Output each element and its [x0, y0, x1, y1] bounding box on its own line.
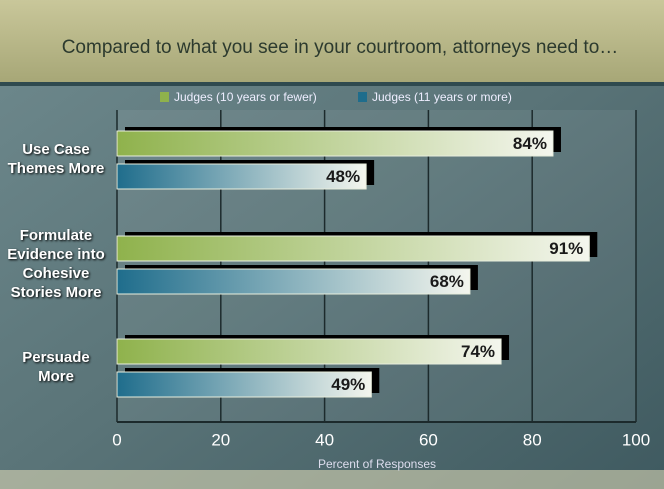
legend-swatch — [160, 92, 169, 102]
x-tick-label: 80 — [523, 430, 542, 449]
x-tick-label: 100 — [622, 430, 650, 449]
x-tick-label: 0 — [112, 430, 121, 449]
data-label: 48% — [326, 167, 360, 186]
data-label: 49% — [331, 375, 365, 394]
title-band — [0, 0, 664, 82]
x-axis-title: Percent of Responses — [318, 457, 436, 471]
chart-title: Compared to what you see in your courtro… — [62, 37, 619, 58]
footer-band — [0, 470, 664, 489]
bar — [116, 235, 590, 262]
y-tick-label: Persuade More — [22, 349, 90, 385]
x-tick-label: 60 — [419, 430, 438, 449]
bar — [116, 371, 372, 398]
bar — [116, 130, 554, 157]
data-label: 68% — [430, 272, 464, 291]
data-label: 84% — [513, 134, 547, 153]
data-label: 91% — [549, 239, 583, 258]
legend-label: Judges (11 years or more) — [372, 90, 512, 104]
title-rule — [0, 82, 664, 86]
bar — [116, 268, 471, 295]
legend-swatch — [358, 92, 367, 102]
bar — [116, 163, 367, 190]
data-label: 74% — [461, 342, 495, 361]
bar — [116, 338, 502, 365]
y-tick-label: Use Case Themes More — [7, 141, 105, 177]
legend-label: Judges (10 years or fewer) — [174, 90, 317, 104]
y-tick-label: Formulate Evidence into Cohesive Stories… — [7, 227, 105, 301]
x-tick-label: 40 — [315, 430, 334, 449]
x-tick-label: 20 — [211, 430, 230, 449]
